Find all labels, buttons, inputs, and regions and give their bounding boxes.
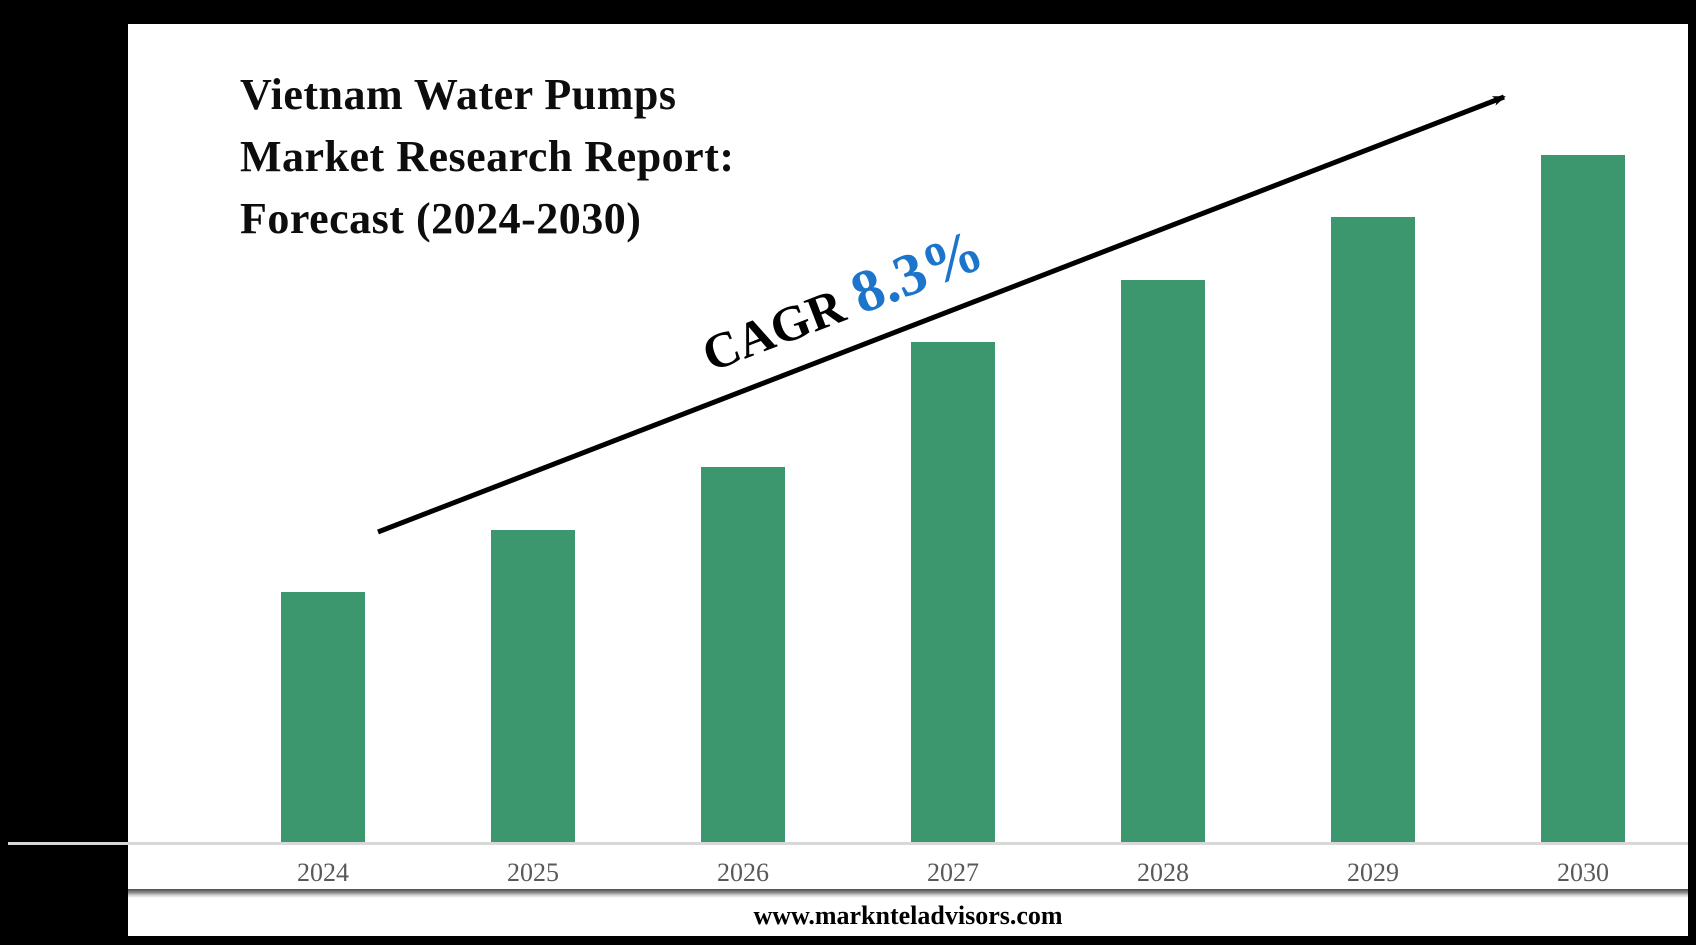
chart-title-line-3: Forecast (2024-2030) (240, 194, 642, 243)
bar-2024 (281, 592, 365, 842)
x-axis-label-2025: 2025 (507, 858, 559, 887)
bar-2029 (1331, 217, 1415, 842)
x-axis-label-2026: 2026 (717, 858, 769, 887)
bar-2027 (911, 342, 995, 842)
chart-title-line-2: Market Research Report: (240, 132, 735, 181)
bar-2026 (701, 467, 785, 842)
x-axis-label-2029: 2029 (1347, 858, 1399, 887)
bar-2028 (1121, 279, 1205, 842)
chart-title-line-1: Vietnam Water Pumps (240, 70, 677, 119)
bar-2025 (491, 529, 575, 842)
x-axis-line (8, 842, 1688, 845)
chart-title: Vietnam Water Pumps Market Research Repo… (240, 64, 735, 250)
x-axis-label-2027: 2027 (927, 858, 979, 887)
footer-url: www.marknteladvisors.com (753, 901, 1063, 930)
x-axis-label-2030: 2030 (1557, 858, 1609, 887)
trend-arrow-line (377, 94, 1506, 535)
x-axis-label-2028: 2028 (1137, 858, 1189, 887)
x-axis-label-2024: 2024 (297, 858, 349, 887)
chart-panel (128, 24, 1688, 936)
footer-divider (128, 889, 1688, 898)
bar-2030 (1541, 154, 1625, 842)
